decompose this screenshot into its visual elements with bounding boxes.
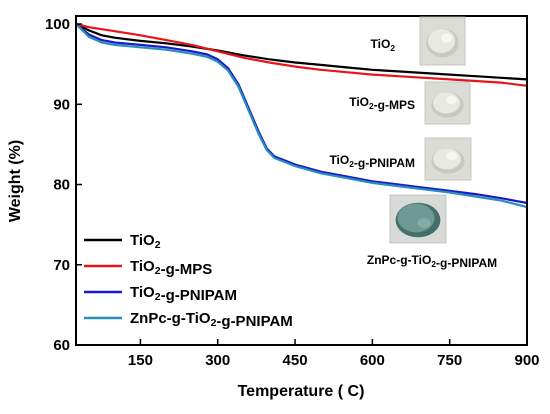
legend: TiO2 TiO2-g-MPS TiO2-g-PNIPAM ZnPc-g-TiO2-g… <box>84 232 293 330</box>
x-tick-label: 300 <box>205 352 230 369</box>
series-layer <box>75 22 528 209</box>
powder-photo-2 <box>424 137 472 181</box>
y-tick-label: 80 <box>53 177 70 194</box>
x-tick-label: 900 <box>514 352 539 369</box>
inset-label-3: ZnPc-g-TiO2-g-PNIPAM <box>367 253 497 270</box>
y-tick-label: 90 <box>53 96 70 113</box>
x-tick-label: 600 <box>360 352 385 369</box>
series-line-1 <box>75 22 528 87</box>
inset-photos: TiO2 TiO2-g-MPS TiO2-g-PNIPAM ZnPc-g-TiO2-g… <box>329 16 497 270</box>
y-tick-label: 70 <box>53 257 70 274</box>
legend-label-2: TiO2-g-PNIPAM <box>130 284 237 304</box>
x-tick-label: 150 <box>128 352 153 369</box>
powder-photo-3 <box>389 194 447 244</box>
legend-label-3: ZnPc-g-TiO2-g-PNIPAM <box>130 310 293 330</box>
series-line-0 <box>75 23 528 81</box>
powder-photo-1 <box>424 81 471 125</box>
legend-label-1: TiO2-g-MPS <box>130 258 212 278</box>
x-tick-label: 750 <box>437 352 462 369</box>
y-tick-label: 100 <box>45 16 70 33</box>
inset-label-1: TiO2-g-MPS <box>349 95 415 112</box>
y-tick-label: 60 <box>53 337 70 354</box>
inset-label-2: TiO2-g-PNIPAM <box>329 153 415 170</box>
inset-label-0: TiO2 <box>371 37 396 53</box>
x-axis-label: Temperature ( C) <box>238 383 365 400</box>
plot-frame <box>75 15 528 346</box>
powder-photo-0 <box>419 16 466 66</box>
series-line-3 <box>75 23 528 209</box>
ticks-layer: 150 300 450 600 750 900 60 70 80 90 100 <box>45 16 540 369</box>
x-tick-label: 450 <box>283 352 308 369</box>
legend-label-0: TiO2 <box>130 232 161 251</box>
y-axis-label: Weight (%) <box>7 140 24 222</box>
